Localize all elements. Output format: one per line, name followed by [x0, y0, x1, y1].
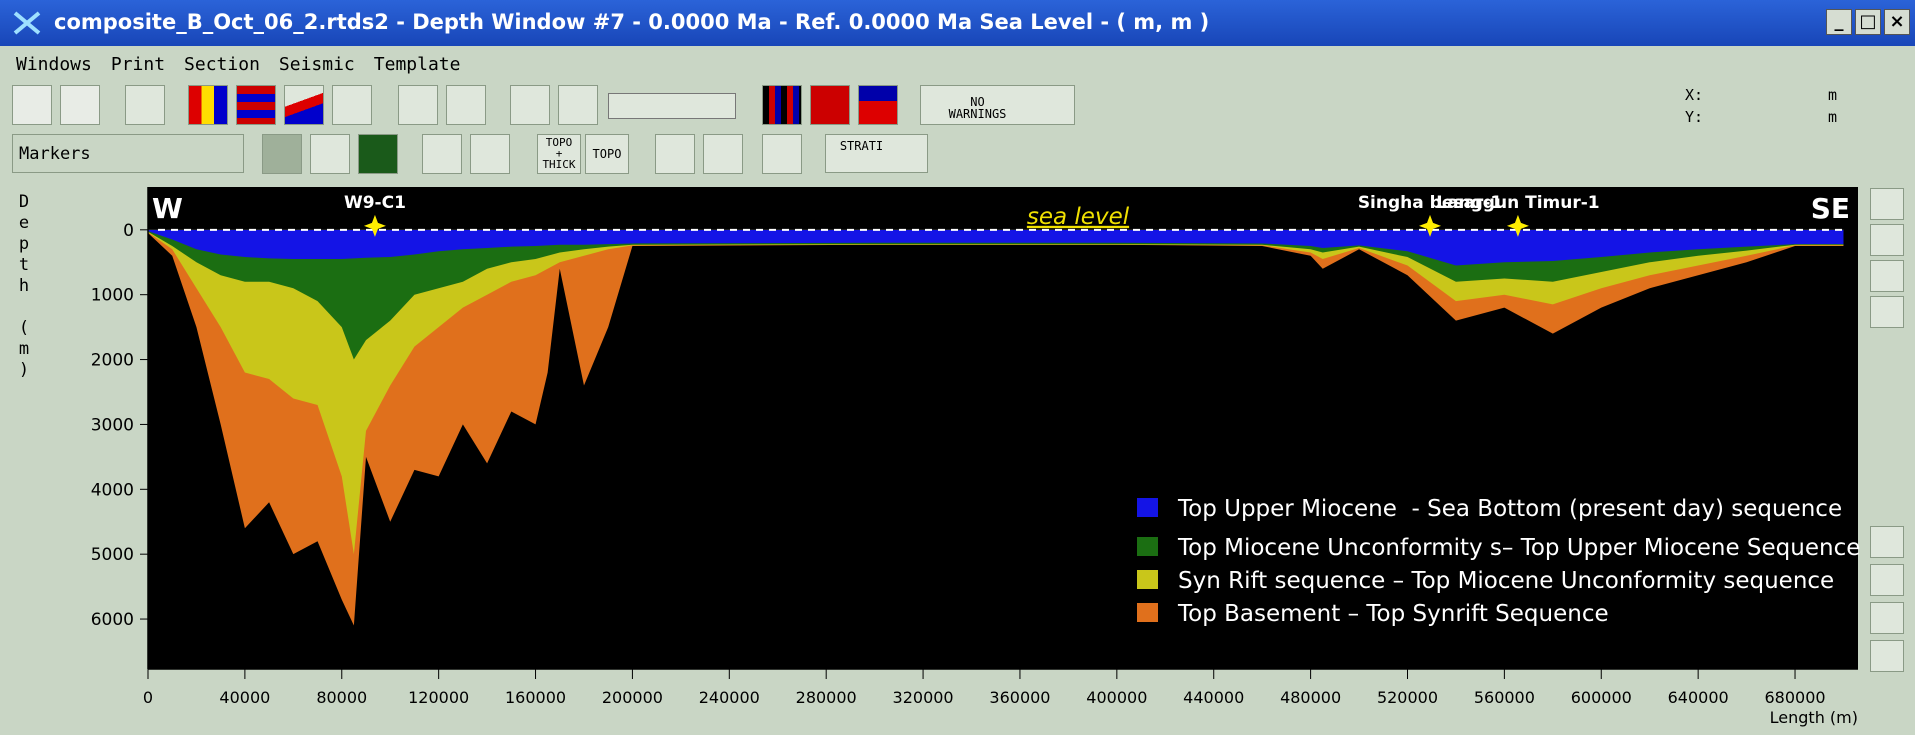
sea-level-label: sea level [1027, 204, 1130, 230]
y-tick-label: 6000 [91, 610, 134, 630]
legend-swatch [1137, 498, 1158, 517]
x-tick-label: 680000 [1764, 688, 1825, 707]
x-tick-label: 240000 [699, 688, 760, 707]
legend-label: Top Miocene Unconformity s– Top Upper Mi… [1177, 535, 1860, 561]
x-tick-label: 40000 [219, 688, 270, 707]
y-tick-label: 4000 [91, 480, 134, 500]
app-window: composite_B_Oct_06_2.rtds2 - Depth Windo… [0, 0, 1915, 735]
x-tick-label: 520000 [1377, 688, 1438, 707]
chart: 0 1000 2000 3000 4000 5000 6000 0 40000 80000 1200… [0, 0, 1915, 735]
x-tick-label: 480000 [1280, 688, 1341, 707]
legend-label: Top Upper Miocene - Sea Bottom (present … [1177, 496, 1842, 522]
x-tick-label: 200000 [602, 688, 663, 707]
east-label: SE [1811, 192, 1850, 225]
west-label: W [152, 192, 183, 225]
well-label: W9-C1 [344, 193, 406, 213]
x-tick-label: 320000 [893, 688, 954, 707]
y-tick-label: 3000 [91, 415, 134, 435]
well-label: Langgun Timur-1 [1436, 193, 1599, 213]
x-tick-label: 640000 [1668, 688, 1729, 707]
x-tick-label: 600000 [1571, 688, 1632, 707]
x-tick-label: 80000 [316, 688, 367, 707]
x-tick-label: 120000 [408, 688, 469, 707]
x-tick-label: 400000 [1086, 688, 1147, 707]
x-tick-label: 560000 [1474, 688, 1535, 707]
legend-swatch [1137, 603, 1158, 622]
legend-label: Top Basement – Top Synrift Sequence [1177, 601, 1609, 627]
y-tick-label: 2000 [91, 351, 134, 371]
legend-swatch [1137, 537, 1158, 556]
y-tick-label: 1000 [91, 286, 134, 306]
x-tick-label: 0 [143, 688, 153, 707]
x-tick-label: 440000 [1183, 688, 1244, 707]
legend-swatch [1137, 570, 1158, 589]
x-tick-label: 360000 [989, 688, 1050, 707]
x-tick-label: 280000 [796, 688, 857, 707]
x-axis-label: Length (m) [1770, 708, 1858, 727]
y-tick-label: 5000 [91, 545, 134, 565]
x-tick-label: 160000 [505, 688, 566, 707]
y-tick-label: 0 [123, 221, 134, 241]
legend-label: Syn Rift sequence – Top Miocene Unconfor… [1178, 568, 1834, 594]
